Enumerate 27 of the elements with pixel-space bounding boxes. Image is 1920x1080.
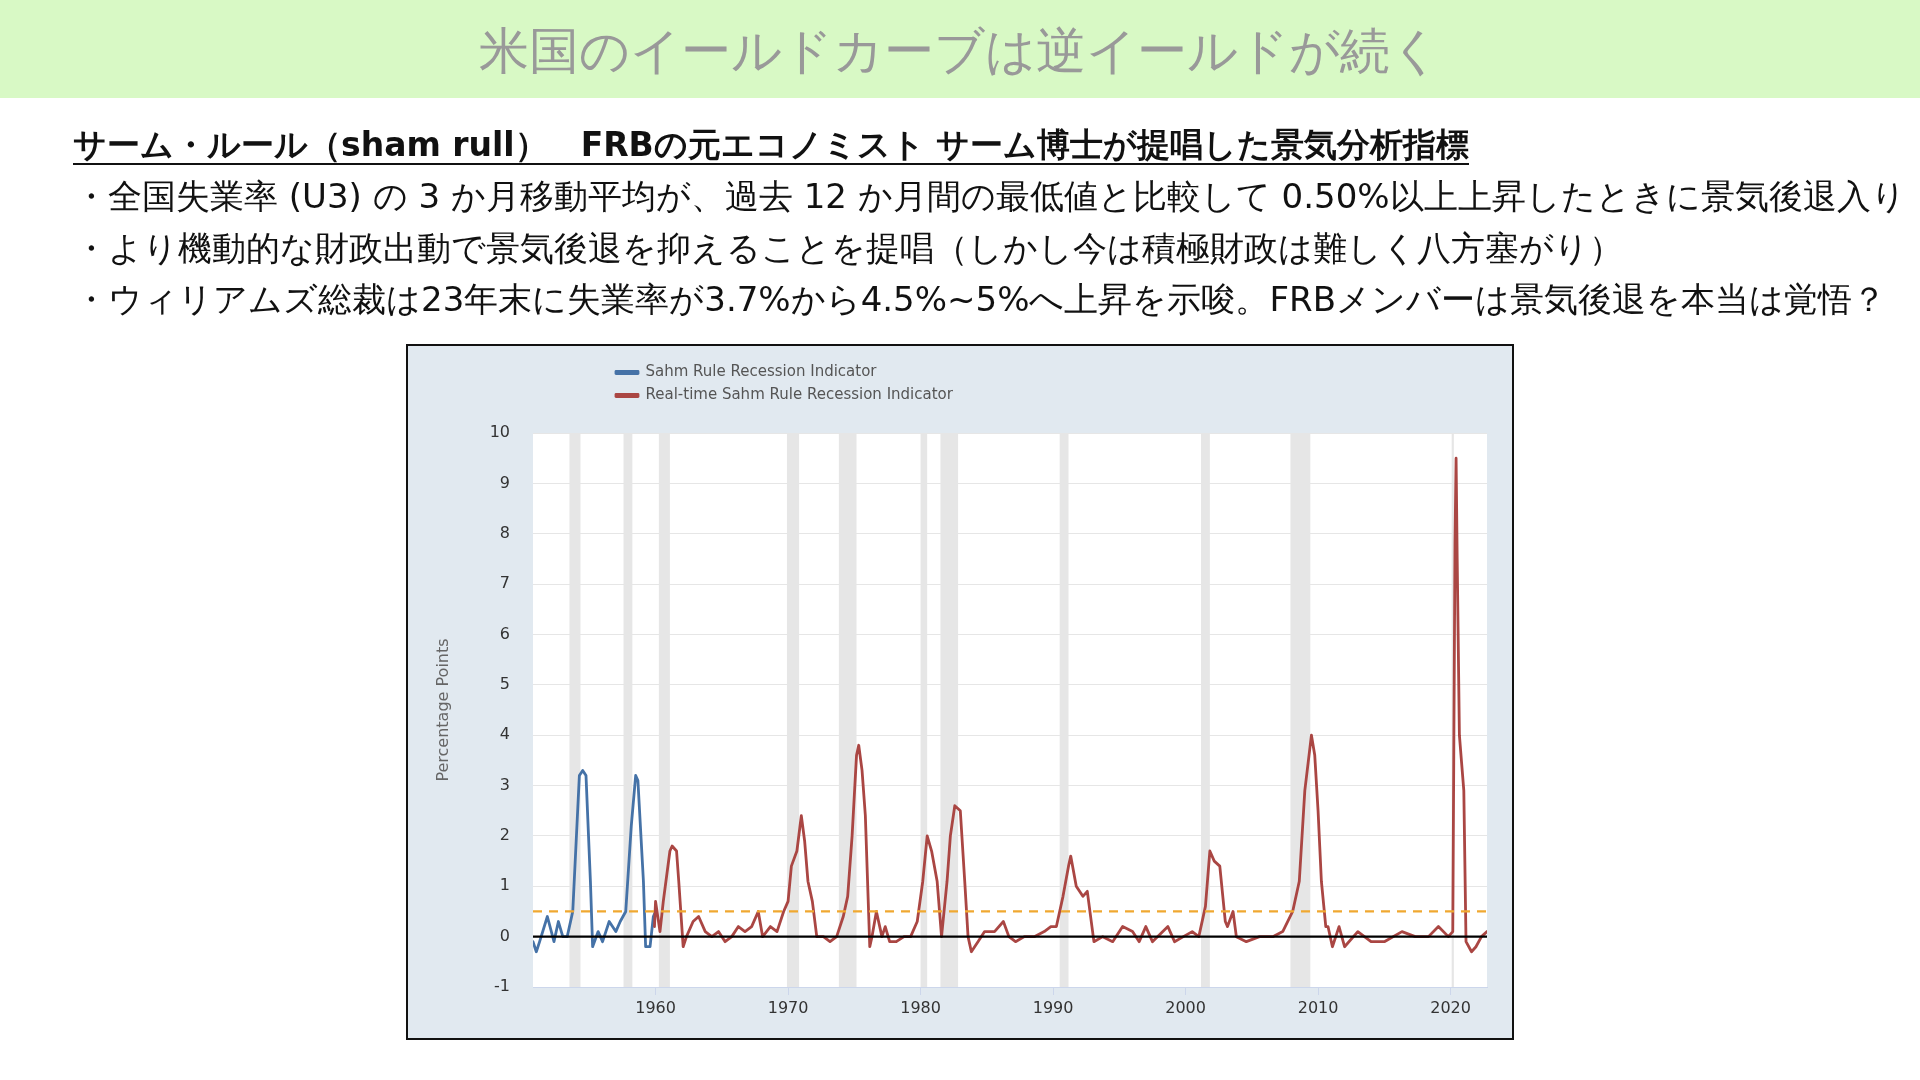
y-axis-title: Percentage Points — [432, 638, 452, 782]
y-tick-label: 2 — [499, 825, 510, 845]
text: ・全国失業率 (U3) の 3 か月移動平均が、過去 12 か月間の最低値と比較して 0.50%以上上昇したときに景気後退入り — [74, 175, 1906, 218]
legend-label: Real-time Sahm Rule Recession Indicator — [645, 385, 954, 404]
y-tick-label: 7 — [499, 573, 510, 593]
x-tick-label: 2000 — [1165, 997, 1206, 1017]
y-tick-label: 1 — [499, 875, 510, 895]
y-tick-label: 5 — [499, 673, 510, 693]
x-tick-label: 1990 — [1032, 997, 1074, 1017]
chart-title: 米国のイールドカーブは逆イールドが続く — [479, 21, 1441, 81]
y-tick-label: -1 — [494, 976, 510, 996]
y-tick-label: 10 — [489, 422, 510, 442]
x-tick-label: 2020 — [1430, 997, 1471, 1017]
y-tick-label: 4 — [499, 724, 510, 744]
x-tick-label: 1960 — [635, 997, 676, 1017]
y-tick-label: 0 — [499, 925, 510, 945]
y-tick-label: 3 — [499, 774, 510, 794]
chart-subtitle: サーム・ルール（sham rull） FRBの元エコノミスト サーム博士が提唱した景気分析指標 — [73, 125, 1470, 165]
x-tick-label: 1970 — [767, 997, 809, 1017]
x-tick-label: 2010 — [1297, 997, 1339, 1017]
legend-label: Sahm Rule Recession Indicator — [645, 362, 878, 381]
y-tick-label: 9 — [499, 472, 510, 492]
text: ・より機動的な財政出動で景気後退を抑えることを提唱（しかし今は積極財政は難しく八方塞がり） — [74, 226, 1624, 270]
text: ・ウィリアムズ総裁は23年末に失業率が3.7%から4.5%~5%へ上昇を示唆。FRBメンバーは景気後退を本当は覚悟？ — [74, 278, 1887, 321]
y-tick-label: 6 — [499, 623, 510, 643]
x-tick-label: 1980 — [900, 997, 941, 1017]
y-tick-label: 8 — [499, 522, 510, 542]
